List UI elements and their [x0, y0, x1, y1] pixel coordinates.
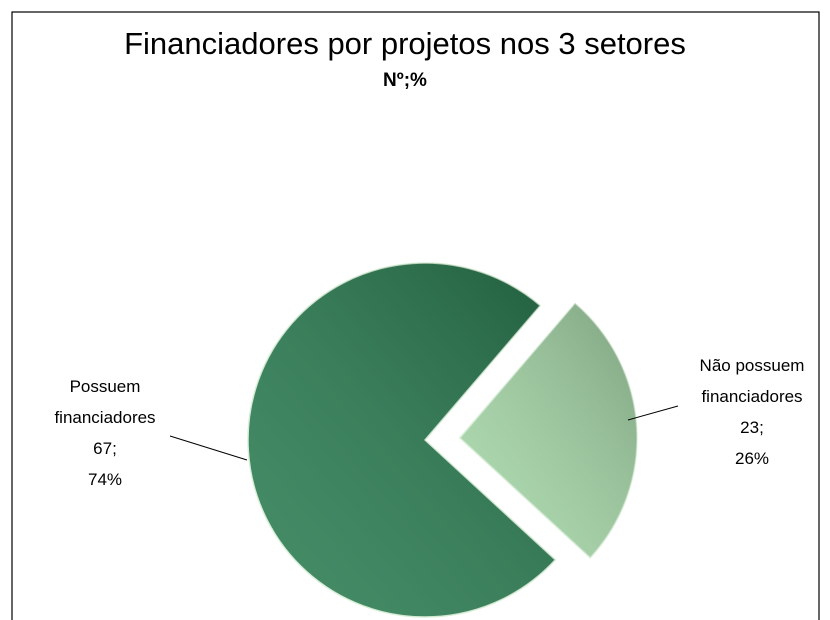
leader-line: [627, 405, 679, 421]
leader-line: [169, 435, 248, 461]
frame: [11, 11, 820, 620]
value-label: 67; 74%: [87, 439, 123, 489]
slice-label: Possuem financiadores: [54, 377, 156, 427]
chart-subtitle: Nº;%: [383, 70, 427, 91]
slice-label: Não possuem financiadores: [699, 356, 805, 406]
value-label: 23; 26%: [734, 418, 770, 468]
chart-title: Financiadores por projetos nos 3 setores: [124, 26, 686, 61]
